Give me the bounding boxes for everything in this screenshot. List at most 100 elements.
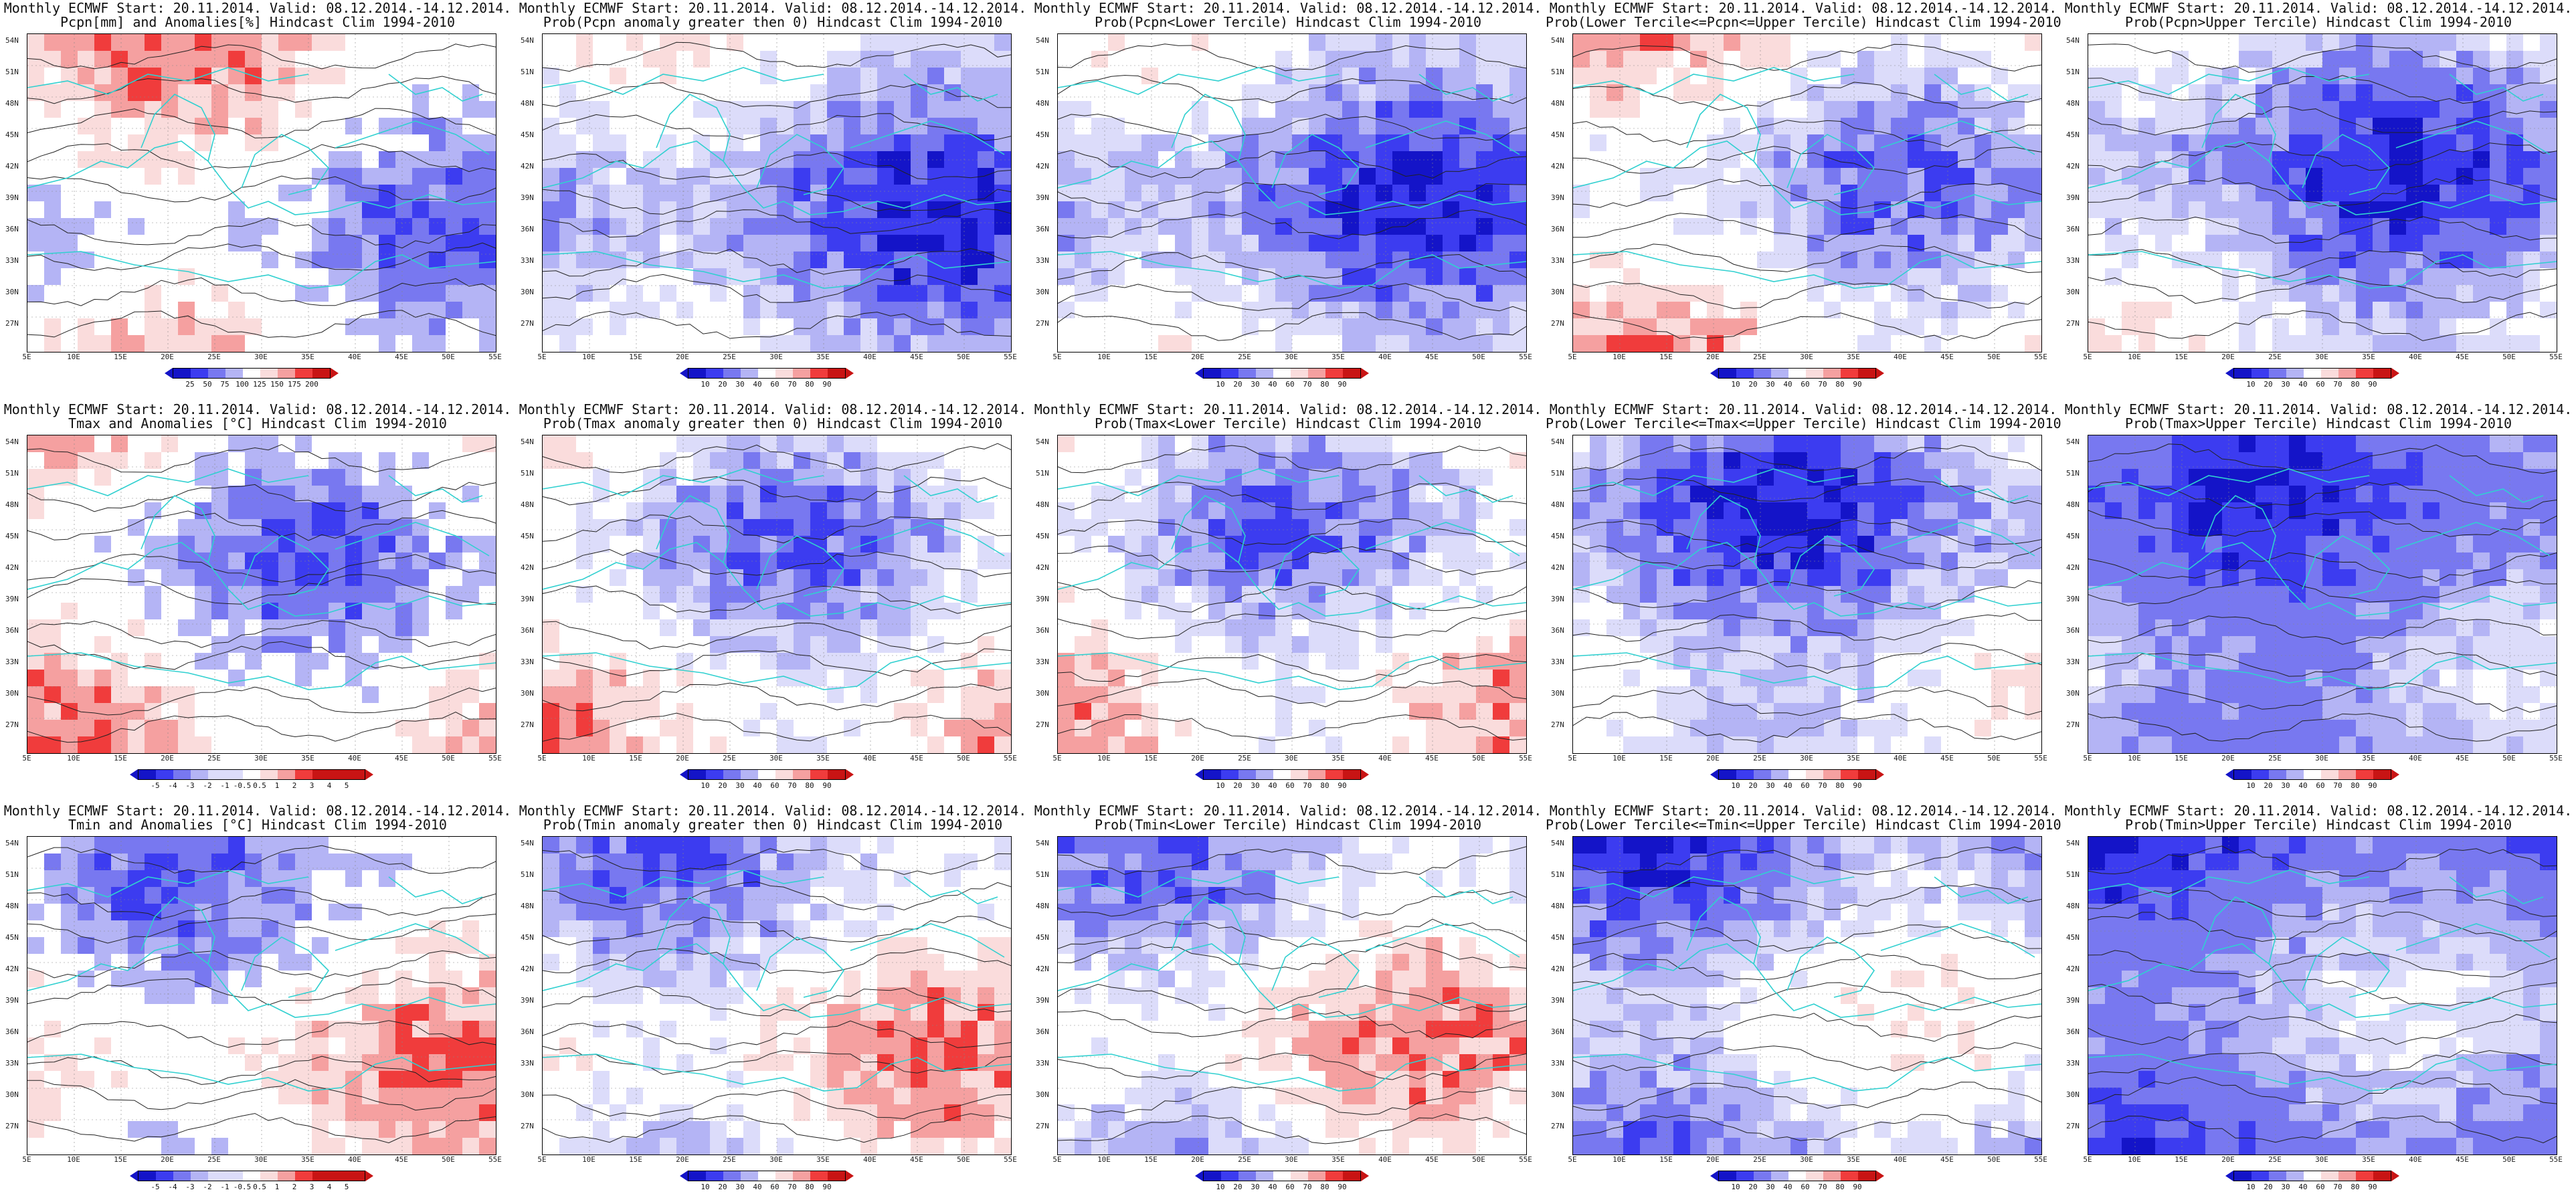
shaded-cell: [576, 703, 593, 720]
shaded-cell: [1657, 118, 1674, 135]
longitude-label: 15E: [1659, 353, 1673, 361]
shaded-cell: [1158, 486, 1176, 503]
shaded-cell: [1690, 452, 1708, 470]
longitude-label: 35E: [301, 353, 314, 361]
shaded-cell: [810, 736, 828, 753]
shaded-cell: [760, 335, 777, 352]
shaded-cell: [860, 502, 878, 520]
shaded-cell: [1891, 51, 1908, 68]
shaded-cell: [312, 335, 329, 352]
shaded-cell: [2189, 185, 2206, 202]
longitude-label: 55E: [1004, 353, 1017, 361]
shaded-cell: [1891, 68, 1908, 85]
shaded-cell: [559, 452, 577, 470]
shaded-cell: [559, 218, 577, 235]
shaded-cell: [777, 201, 794, 219]
shaded-cell: [2490, 285, 2507, 302]
longitude-label: 40E: [1378, 353, 1392, 361]
shaded-cell: [44, 201, 62, 219]
shaded-cell: [593, 736, 610, 753]
latitude-label: 39N: [5, 595, 19, 603]
shaded-cell: [1192, 536, 1209, 553]
shaded-cell: [978, 469, 995, 486]
shaded-cell: [927, 252, 945, 269]
shaded-cell: [626, 703, 644, 720]
shaded-cell: [145, 736, 162, 753]
shaded-cell: [1606, 118, 1624, 135]
shaded-cell: [228, 268, 246, 286]
shaded-cell: [978, 435, 995, 453]
shaded-cell: [295, 101, 312, 118]
shaded-cell: [1175, 435, 1192, 453]
latitude-label: 33N: [521, 658, 534, 666]
shaded-cell: [379, 720, 396, 737]
shaded-cell: [1359, 285, 1376, 302]
shaded-cell: [161, 619, 179, 637]
shaded-cell: [1690, 268, 1708, 286]
shaded-cell: [128, 118, 145, 135]
shaded-cell: [944, 452, 961, 470]
shaded-cell: [1158, 34, 1176, 52]
map-canvas: [2088, 34, 2557, 352]
shaded-cell: [2540, 118, 2557, 135]
shaded-cell: [593, 218, 610, 235]
shaded-cell: [1376, 235, 1393, 252]
shaded-cell: [559, 603, 577, 620]
shaded-cell: [1108, 101, 1125, 118]
shaded-cell: [844, 84, 861, 102]
shaded-cell: [1673, 201, 1691, 219]
shaded-cell: [643, 185, 660, 202]
shaded-cell: [1359, 686, 1376, 704]
longitude-label: 35E: [2362, 353, 2375, 361]
shaded-cell: [1359, 619, 1376, 637]
shaded-cell: [810, 335, 828, 352]
color-scale-swatch: [1806, 369, 1823, 378]
shaded-cell: [1606, 101, 1624, 118]
shaded-cell: [1974, 268, 1992, 286]
shaded-cell: [1908, 318, 1925, 336]
shaded-cell: [262, 703, 279, 720]
shaded-cell: [1141, 469, 1159, 486]
shaded-cell: [145, 318, 162, 336]
shaded-cell: [1573, 68, 1590, 85]
shaded-cell: [1342, 703, 1360, 720]
shaded-cell: [2122, 201, 2139, 219]
shaded-cell: [1824, 218, 1841, 235]
shaded-cell: [1590, 235, 1607, 252]
shaded-cell: [1075, 569, 1092, 587]
shaded-cell: [1192, 68, 1209, 85]
shaded-cell: [2389, 268, 2407, 286]
shaded-cell: [1606, 435, 1624, 453]
shaded-cell: [2490, 252, 2507, 269]
coastline: [1058, 67, 1340, 95]
shaded-cell: [145, 586, 162, 603]
shaded-cell: [178, 218, 195, 235]
shaded-cell: [1426, 101, 1443, 118]
shaded-cell: [128, 603, 145, 620]
shaded-cell: [2306, 185, 2323, 202]
shaded-cell: [2239, 302, 2256, 319]
shaded-cell: [178, 435, 195, 453]
color-scale-bar: [138, 769, 365, 780]
shaded-cell: [27, 636, 45, 654]
shaded-cell: [1740, 318, 1758, 336]
shaded-cell: [1924, 268, 1942, 286]
shaded-cell: [994, 670, 1011, 687]
shaded-cell: [559, 168, 577, 185]
shaded-cell: [2256, 134, 2273, 152]
shaded-cell: [429, 619, 446, 637]
color-scale-tick-label: 70: [2333, 380, 2342, 389]
shaded-cell: [27, 536, 45, 553]
shaded-cell: [710, 252, 727, 269]
shaded-cell: [576, 686, 593, 704]
shaded-cell: [1359, 469, 1376, 486]
color-scale-arrow-left: [680, 769, 688, 780]
shaded-cell: [278, 452, 296, 470]
shaded-cell: [479, 686, 496, 704]
shaded-cell: [1573, 318, 1590, 336]
shaded-cell: [1208, 586, 1226, 603]
shaded-cell: [2256, 235, 2273, 252]
shaded-cell: [844, 118, 861, 135]
shaded-cell: [961, 469, 978, 486]
shaded-cell: [1091, 435, 1109, 453]
